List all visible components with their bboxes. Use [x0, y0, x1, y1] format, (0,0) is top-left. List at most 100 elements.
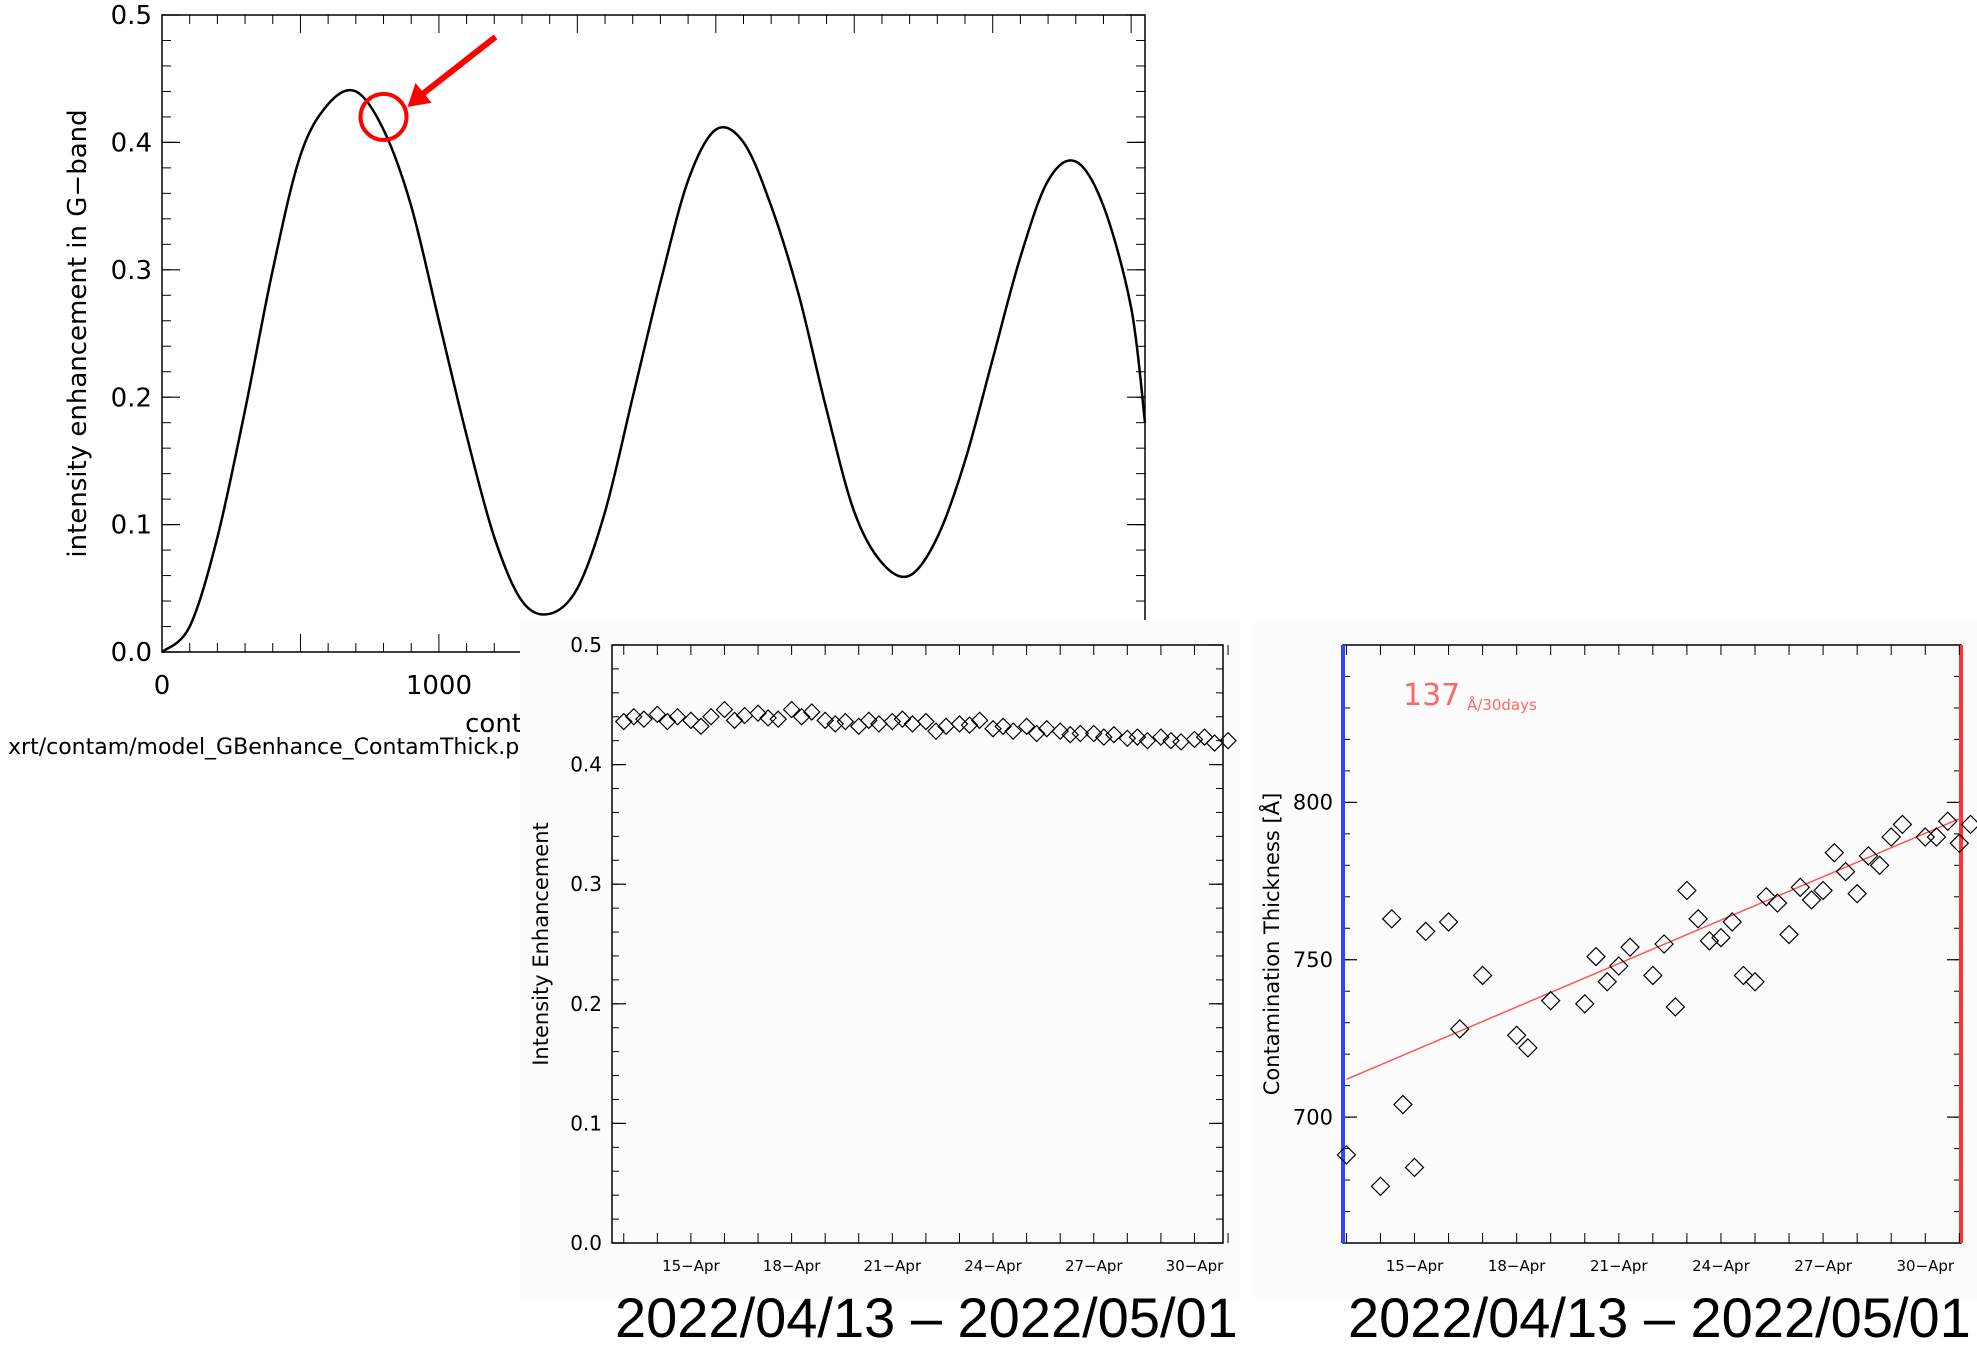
data-point — [1506, 1025, 1527, 1046]
data-point — [1779, 924, 1799, 945]
data-point — [1801, 890, 1822, 910]
x-tick-label: 27−Apr — [1065, 1257, 1123, 1275]
x-tick-label: 15−Apr — [1386, 1257, 1444, 1275]
x-tick-label: 15−Apr — [662, 1257, 720, 1275]
data-point — [1813, 880, 1833, 901]
x-tick-label: 30−Apr — [1166, 1257, 1224, 1275]
data-point — [960, 716, 979, 734]
data-point — [1643, 965, 1663, 986]
y-tick-label: 0.4 — [570, 753, 602, 777]
data-point — [702, 707, 720, 726]
data-point — [893, 710, 912, 729]
data-point — [970, 711, 989, 730]
data-point — [927, 722, 945, 740]
data-point — [1518, 1038, 1538, 1058]
data-point — [1138, 731, 1157, 750]
data-point — [1620, 937, 1640, 957]
data-point — [1027, 724, 1046, 743]
data-point — [1152, 728, 1170, 746]
highlight-arrow-shaft — [419, 34, 498, 98]
rate-value: 137 — [1403, 678, 1460, 713]
data-point — [1881, 827, 1902, 847]
data-point — [1699, 931, 1720, 951]
data-point — [1381, 908, 1402, 929]
x-tick-label: 0 — [154, 671, 171, 701]
data-point — [994, 717, 1012, 736]
data-point — [802, 703, 821, 721]
data-point — [1824, 842, 1845, 863]
data-point — [648, 705, 667, 724]
plot-frame — [611, 644, 1224, 1244]
data-point — [1926, 827, 1947, 847]
highlight-arrowhead — [407, 82, 432, 107]
data-point — [1017, 717, 1036, 736]
x-tick-label: 18−Apr — [1488, 1257, 1546, 1275]
x-tick-label: 21−Apr — [1590, 1257, 1648, 1275]
data-point — [1438, 912, 1459, 932]
data-point — [859, 711, 878, 730]
y-tick-label: 0.3 — [111, 256, 152, 286]
y-axis-label: Intensity Enhancement — [529, 822, 553, 1066]
data-point — [782, 700, 801, 719]
data-point — [1370, 1176, 1391, 1197]
y-tick-label: 0.4 — [111, 129, 152, 159]
y-tick-label: 0.0 — [111, 638, 152, 668]
data-point — [1654, 934, 1674, 954]
data-point — [1449, 1019, 1470, 1039]
trend-line — [1346, 817, 1962, 1081]
y-tick-label: 700 — [1293, 1105, 1333, 1129]
data-point — [1688, 908, 1708, 929]
y-tick-label: 750 — [1293, 948, 1333, 972]
data-point — [1540, 990, 1561, 1011]
data-point — [635, 710, 653, 729]
data-point — [1574, 993, 1595, 1014]
data-point — [1847, 883, 1867, 904]
data-point — [1037, 719, 1056, 738]
contamination-date-range-caption: 2022/04/13 – 2022/05/01 — [1348, 1286, 1971, 1349]
y-tick-label: 0.2 — [111, 383, 152, 413]
data-point — [1051, 722, 1070, 740]
data-point — [614, 712, 633, 731]
y-tick-label: 0.5 — [111, 1, 152, 31]
source-footer: xrt/contam/model_GBenhance_ContamThick.p… — [8, 735, 541, 760]
x-tick-label: 18−Apr — [763, 1257, 821, 1275]
data-point — [1892, 814, 1913, 835]
data-point — [658, 712, 677, 731]
data-point — [1835, 861, 1856, 882]
data-point — [1118, 729, 1137, 748]
data-point — [1128, 728, 1147, 746]
x-tick-label: 27−Apr — [1794, 1257, 1852, 1275]
data-point — [792, 707, 811, 726]
intensity-enhancement-chart: 0.0 0.1 0.2 0.3 0.4 0.5 15−Apr 18−Apr 21−Apr 24−A… — [520, 620, 1240, 1300]
data-point — [1869, 855, 1890, 876]
contamination-thickness-plot: 700 750 800 15−Apr 18−Apr 21−Apr 24−Apr 27−Apr 3… — [1255, 620, 1977, 1300]
data-point — [749, 704, 767, 723]
x-tick-label: 30−Apr — [1896, 1257, 1954, 1275]
y-tick-label: 0.2 — [570, 992, 602, 1016]
data-point — [1472, 965, 1493, 986]
data-point — [1790, 877, 1811, 898]
data-point — [1665, 997, 1686, 1017]
y-tick-label: 0.5 — [570, 633, 602, 657]
plot-frame — [161, 14, 1146, 653]
enhancement-curve — [161, 88, 1147, 654]
data-point — [1336, 1145, 1357, 1165]
data-point — [1393, 1094, 1413, 1115]
data-point — [826, 715, 845, 733]
data-point — [692, 717, 710, 736]
data-point — [624, 707, 643, 726]
data-point — [1195, 728, 1214, 746]
data-point — [769, 710, 788, 729]
x-tick-label: 24−Apr — [1692, 1257, 1750, 1275]
data-point — [883, 712, 902, 731]
y-tick-label: 800 — [1293, 791, 1333, 815]
data-point — [668, 707, 687, 726]
x-tick-label: 1000 — [406, 671, 472, 701]
y-tick-label: 0.0 — [570, 1231, 602, 1255]
data-point — [1404, 1157, 1425, 1178]
data-point — [682, 711, 700, 730]
data-point — [1608, 956, 1629, 976]
y-axis-label: intensity enhancement in G−band — [63, 109, 93, 557]
data-point — [1756, 886, 1777, 907]
data-point — [1858, 846, 1879, 866]
